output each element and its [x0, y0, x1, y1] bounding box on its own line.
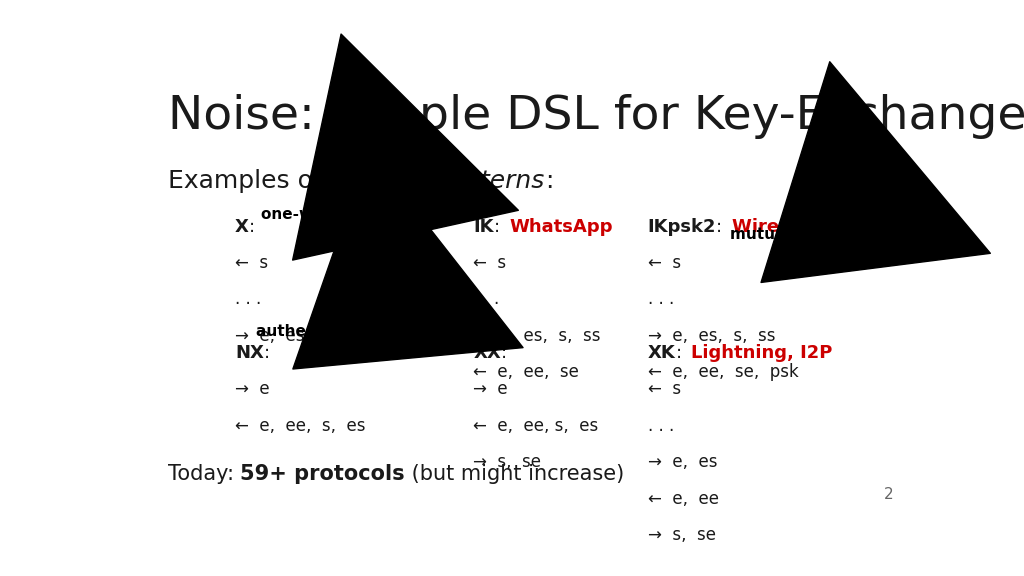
Text: ←  e,  ee,  se: ← e, ee, se	[473, 363, 580, 381]
Text: Lightning, I2P: Lightning, I2P	[691, 344, 833, 362]
Text: . . .: . . .	[473, 290, 500, 308]
Text: →  s,  se: → s, se	[648, 526, 716, 544]
Text: ←  e,  ee,  se,  psk: ← e, ee, se, psk	[648, 363, 799, 381]
Text: (but might increase): (but might increase)	[404, 464, 625, 484]
Text: X: X	[236, 218, 249, 236]
Text: Today:: Today:	[168, 464, 241, 484]
Text: ←  s: ← s	[648, 381, 681, 399]
Text: XK: XK	[648, 344, 676, 362]
Text: :: :	[717, 218, 723, 236]
Text: ←  e,  ee,  s,  es: ← e, ee, s, es	[236, 417, 366, 435]
Text: WhatsApp: WhatsApp	[509, 218, 613, 236]
Text: one-way encryption: one-way encryption	[261, 207, 431, 222]
Text: :: :	[494, 218, 500, 236]
Text: 2: 2	[884, 487, 894, 502]
Text: ←  s: ← s	[648, 254, 681, 272]
Text: patterns: patterns	[439, 169, 545, 193]
Text: IKpsk2: IKpsk2	[648, 218, 717, 236]
Text: →  e,  es: → e, es	[648, 453, 717, 471]
Text: IK: IK	[473, 218, 494, 236]
Text: →  s,  se: → s, se	[473, 453, 542, 471]
Text: Wireguard VPN: Wireguard VPN	[732, 218, 887, 236]
Text: :: :	[501, 344, 507, 362]
Text: :: :	[264, 344, 270, 362]
Text: 59+ protocols: 59+ protocols	[241, 464, 404, 484]
Text: →  e: → e	[473, 381, 508, 399]
Text: ←  e,  ee: ← e, ee	[648, 490, 719, 507]
Text: XX: XX	[473, 344, 501, 362]
Text: mutual authentication
and 0-RTT: mutual authentication and 0-RTT	[730, 226, 923, 259]
Text: →  e,  es,  s,  ss: → e, es, s, ss	[473, 327, 601, 345]
Text: ←  e,  ee, s,  es: ← e, ee, s, es	[473, 417, 598, 435]
Text: :: :	[249, 218, 255, 236]
Text: :: :	[676, 344, 682, 362]
Text: Noise: Simple DSL for Key-Exchange Protocols: Noise: Simple DSL for Key-Exchange Proto…	[168, 93, 1024, 138]
Text: ←  s: ← s	[473, 254, 506, 272]
Text: :: :	[545, 169, 553, 193]
Text: . . .: . . .	[648, 290, 674, 308]
Text: ←  s: ← s	[236, 254, 268, 272]
Text: Examples of protocol: Examples of protocol	[168, 169, 439, 193]
Text: →  e,  es,  s,  ss: → e, es, s, ss	[236, 327, 362, 345]
Text: NX: NX	[236, 344, 264, 362]
Text: . . .: . . .	[648, 417, 674, 435]
Text: . . .: . . .	[236, 290, 261, 308]
Text: →  e,  es,  s,  ss: → e, es, s, ss	[648, 327, 775, 345]
Text: authenticated server: authenticated server	[256, 324, 437, 339]
Text: →  e: → e	[236, 381, 269, 399]
